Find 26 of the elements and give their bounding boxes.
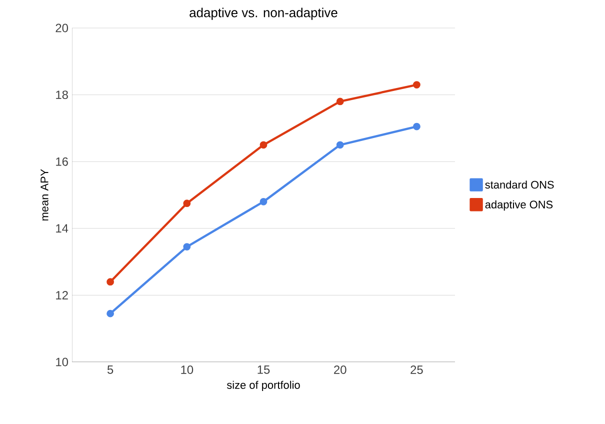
y-tick-label: 16	[56, 157, 68, 166]
point	[260, 198, 268, 206]
x-axis-title: size of portfolio	[226, 380, 300, 392]
point	[183, 243, 191, 250]
chart-title: adaptive vs. non-adaptive	[190, 8, 338, 20]
x-tick-label: 10	[181, 366, 194, 374]
point	[106, 278, 114, 286]
point	[413, 81, 420, 88]
point	[183, 200, 191, 208]
legend-label: adaptive ONS	[485, 200, 553, 211]
y-tick-label: 14	[56, 224, 68, 233]
legend-label: standard ONS	[485, 180, 554, 189]
y-tick-label: 12	[56, 291, 68, 300]
x-tick-label: 20	[334, 366, 346, 374]
point	[260, 141, 268, 149]
x-tick-label: 15	[258, 366, 270, 374]
x-tick-label: 25	[410, 366, 423, 374]
y-tick-label: 18	[56, 90, 68, 100]
point	[336, 98, 344, 106]
y-tick-label: 20	[56, 24, 68, 32]
x-tick-label: 5	[107, 366, 114, 374]
y-axis-title: mean APY	[40, 169, 48, 220]
point	[106, 310, 114, 318]
y-tick-label: 10	[56, 358, 68, 366]
point	[336, 141, 344, 149]
point	[413, 122, 420, 130]
